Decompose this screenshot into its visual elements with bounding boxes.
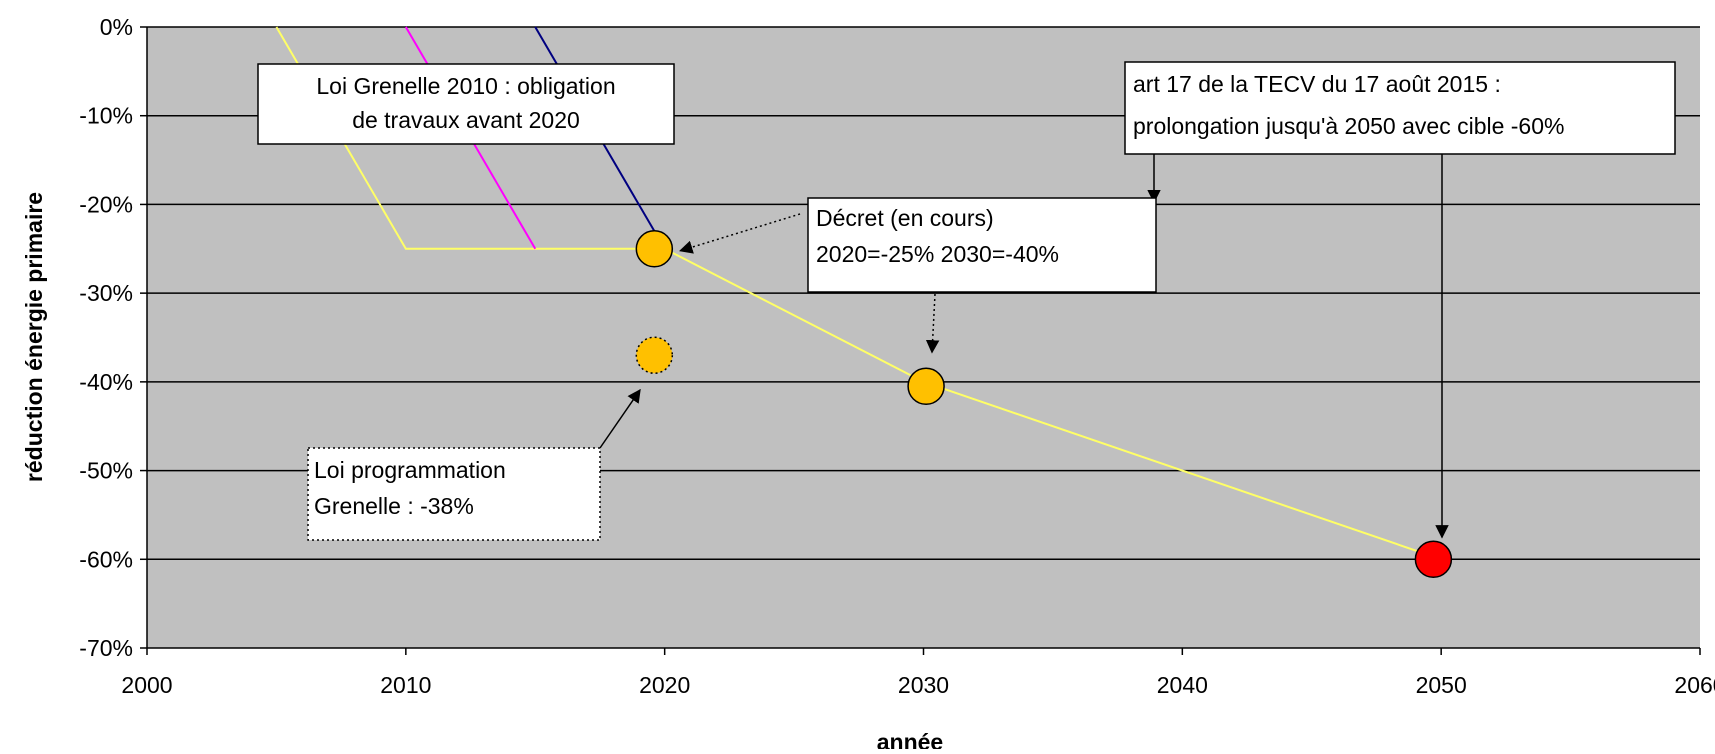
annotation-loi-grenelle-2010: Loi Grenelle 2010 : obligation de travau…	[257, 63, 675, 145]
annotation-decret: Décret (en cours) 2020=-25% 2030=-40%	[807, 197, 1157, 293]
annotation-text-line: 2020=-25% 2030=-40%	[816, 241, 1059, 267]
marker-2030.1--40.5	[907, 367, 945, 406]
marker-2049.7--60	[1414, 540, 1453, 579]
x-tick-labels: 2000 2010 2020 2030 2040 2050 2060	[121, 672, 1715, 698]
y-tick-label: -20%	[79, 191, 133, 217]
annotation-art17-tecv: art 17 de la TECV du 17 août 2015 : prol…	[1124, 61, 1676, 155]
y-tick-label: -30%	[79, 280, 133, 306]
x-tick-label: 2020	[639, 672, 690, 698]
annotation-text-line: Loi Grenelle 2010 : obligation	[316, 73, 615, 99]
annotation-text-line: Loi programmation	[314, 457, 506, 483]
annotation-text-line: Grenelle : -38%	[314, 493, 474, 519]
arrow-decret-to-2020	[679, 213, 801, 254]
y-tick-label: 0%	[100, 14, 133, 40]
y-tick-label: -40%	[79, 369, 133, 395]
data-markers	[635, 230, 1453, 579]
x-tick-label: 2030	[898, 672, 949, 698]
x-tick-label: 2040	[1157, 672, 1208, 698]
marker-2019.6--25	[635, 230, 674, 268]
y-tick-label: -10%	[79, 103, 133, 129]
arrow-programmation-to-marker	[599, 388, 641, 449]
annotation-text-line: art 17 de la TECV du 17 août 2015 :	[1133, 71, 1501, 97]
axes	[140, 26, 1701, 655]
y-axis-title: réduction énergie primaire	[21, 192, 47, 482]
x-axis-title: année	[877, 729, 943, 749]
x-tick-label: 2050	[1416, 672, 1467, 698]
annotation-text-line: prolongation jusqu'à 2050 avec cible -60…	[1133, 113, 1564, 139]
x-tick-label: 2000	[121, 672, 172, 698]
y-tick-label: -50%	[79, 458, 133, 484]
annotation-loi-programmation: Loi programmation Grenelle : -38%	[307, 447, 601, 541]
annotation-text-line: Décret (en cours)	[816, 205, 994, 231]
x-tick-label: 2010	[380, 672, 431, 698]
annotation-text-line: de travaux avant 2020	[352, 107, 580, 133]
x-tick-label: 2060	[1674, 672, 1715, 698]
marker-2019.6--37	[635, 336, 674, 374]
y-tick-label: -60%	[79, 546, 133, 572]
y-tick-label: -70%	[79, 635, 133, 661]
annotation-arrows	[599, 154, 1449, 539]
y-tick-labels: 0% -10% -20% -30% -40% -50% -60% -70%	[79, 14, 133, 661]
